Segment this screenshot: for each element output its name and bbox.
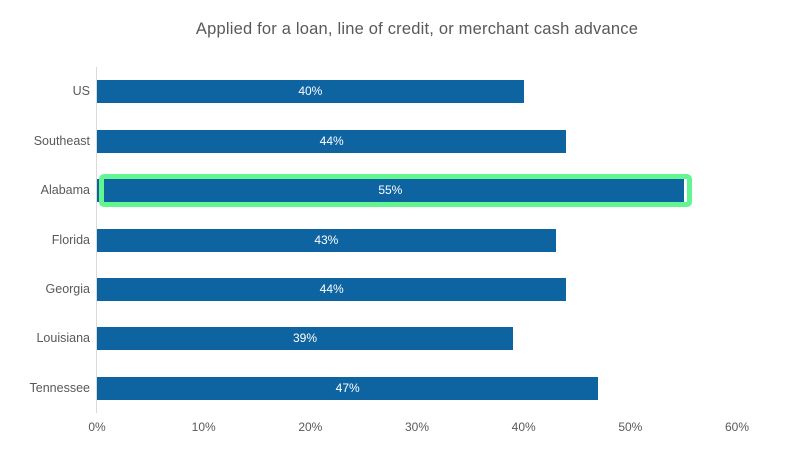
category-label: Georgia [45,281,90,296]
bar-florida: 43% [97,228,556,252]
bar-tennessee: 47% [97,376,599,400]
bar-value-label: 44% [319,133,344,148]
category-label: Louisiana [36,331,90,346]
x-axis: 0% 10% 20% 30% 40% 50% 60% [88,420,749,440]
bar-value-label: 47% [335,380,360,395]
chart-title: Applied for a loan, line of credit, or m… [195,20,639,38]
y-axis-line [96,67,97,413]
bar-louisiana: 39% [97,327,513,351]
x-axis-tick-label: 30% [404,420,430,434]
x-axis-tick-label: 20% [298,420,323,434]
bar-value-label: 44% [319,281,344,296]
category-label: Tennessee [29,380,90,395]
bar-value-label: 39% [292,331,318,346]
bar-us: 40% [97,80,524,104]
bar-southeast: 44% [97,129,567,153]
bar-value-label: 43% [314,232,339,247]
x-axis-tick-label: 60% [724,420,750,434]
category-label: Alabama [40,183,90,198]
plot-area: 40% 44% 55% 43% 44% 39% 47% [96,67,737,413]
bar-alabama: 55% [97,179,684,203]
bar-value-label: 55% [378,183,403,198]
category-label: Florida [51,232,90,247]
category-label: Southeast [33,133,90,148]
x-axis-tick-label: 40% [511,420,536,434]
bar-value-label: 40% [298,84,323,99]
category-label: US [72,84,90,99]
x-axis-tick-label: 0% [88,420,106,434]
x-axis-tick-label: 50% [618,420,643,434]
x-axis-tick-label: 10% [191,420,216,434]
bar-georgia: 44% [97,277,567,301]
category-axis-labels: US Southeast Alabama Florida Georgia Louisian… [0,67,90,413]
